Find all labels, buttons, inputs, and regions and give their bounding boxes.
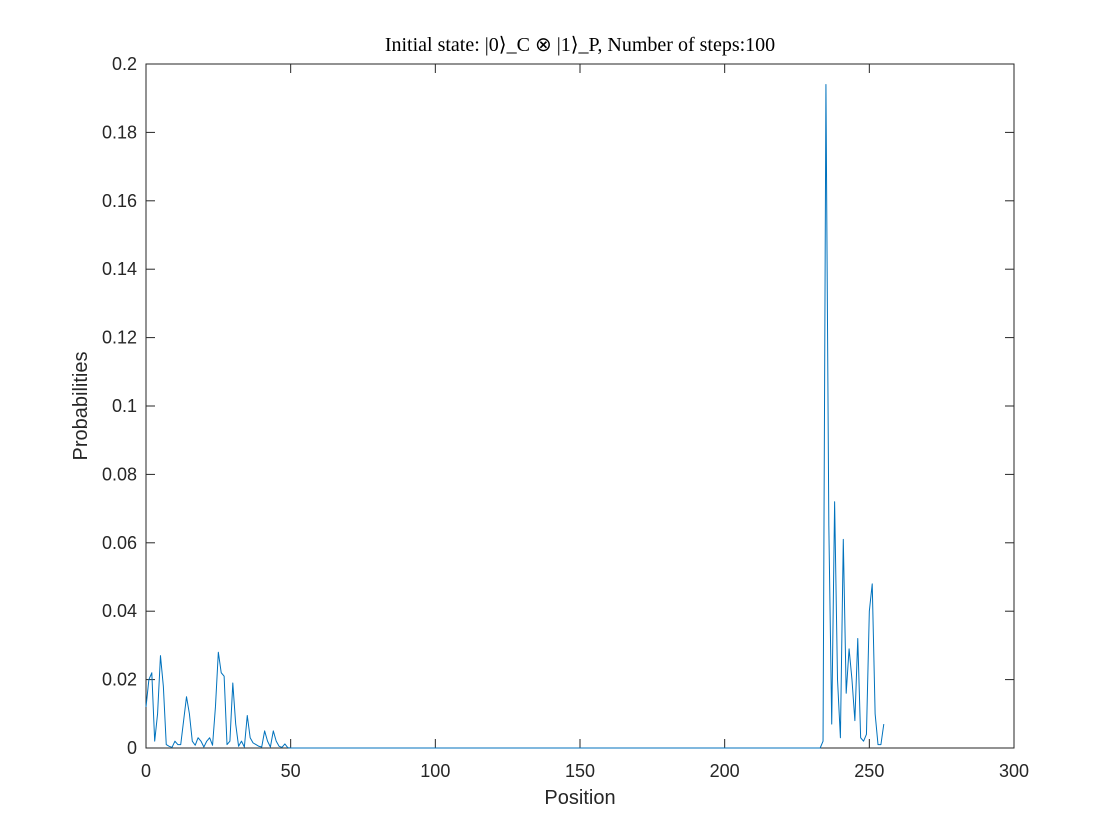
x-tick-label: 300 (999, 761, 1029, 781)
x-tick-label: 250 (854, 761, 884, 781)
y-tick-label: 0.02 (102, 670, 137, 690)
x-tick-label: 100 (420, 761, 450, 781)
x-axis-label: Position (544, 787, 615, 809)
probability-series-line (145, 84, 885, 749)
chart-title: Initial state: |0⟩_C ⊗ |1⟩_P, Number of … (385, 34, 775, 56)
y-axis-ticks: 0 0.02 0.04 0.06 0.08 0.1 0.12 0.14 0.16 0.18 0.2 (102, 54, 1014, 758)
x-tick-label: 150 (565, 761, 595, 781)
x-tick-label: 200 (710, 761, 740, 781)
x-tick-label: 50 (281, 761, 301, 781)
y-axis-label: Probabilities (70, 352, 92, 461)
y-tick-label: 0.18 (102, 122, 137, 142)
y-tick-label: 0.08 (102, 464, 137, 484)
y-tick-label: 0.16 (102, 191, 137, 211)
y-tick-label: 0 (127, 738, 137, 758)
y-tick-label: 0.14 (102, 259, 137, 279)
y-tick-label: 0.12 (102, 328, 137, 348)
y-tick-label: 0.1 (112, 396, 137, 416)
y-tick-label: 0.06 (102, 533, 137, 553)
x-axis-ticks: 0 50 100 150 200 250 300 (141, 64, 1029, 781)
y-tick-label: 0.2 (112, 54, 137, 74)
x-tick-label: 0 (141, 761, 151, 781)
y-tick-label: 0.04 (102, 601, 137, 621)
